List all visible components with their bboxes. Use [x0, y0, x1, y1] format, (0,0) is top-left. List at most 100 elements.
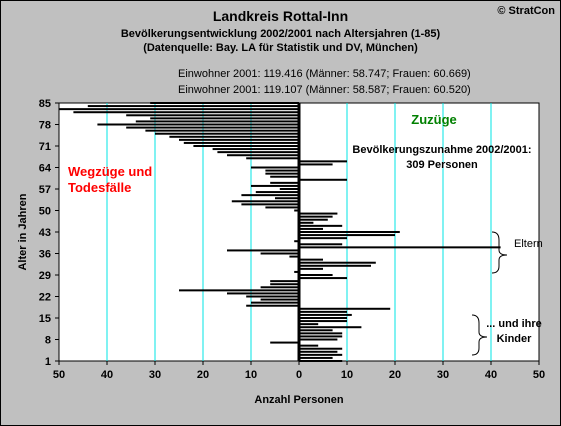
bar-age-54: [275, 197, 299, 200]
bar-age-11: [299, 329, 333, 332]
x-axis-label: Anzahl Personen: [254, 394, 344, 406]
y-axis-label: Alter in Jahren: [17, 193, 29, 270]
bar-age-52: [241, 203, 299, 206]
bar-age-39: [299, 243, 343, 246]
bar-age-12: [299, 326, 362, 329]
bar-age-53: [231, 200, 299, 203]
bar-age-1: [299, 360, 343, 362]
y-tick-label: 78: [39, 120, 51, 132]
bar-age-75: [155, 132, 299, 135]
annotation-children: ... und ihre Kinder: [486, 318, 542, 345]
y-tick-label: 8: [45, 335, 51, 347]
bar-age-8: [299, 338, 338, 341]
bar-age-47: [299, 218, 328, 221]
annIncrease-line: Bevölkerungszunahme 2002/2001:: [352, 144, 531, 156]
parents-brace: [491, 231, 508, 274]
bar-age-28: [299, 277, 347, 280]
bar-age-78: [97, 123, 300, 126]
bar-age-69: [217, 151, 299, 154]
annIncrease-line: 309 Personen: [406, 159, 478, 171]
bar-age-73: [179, 138, 299, 141]
bar-age-80: [150, 117, 299, 120]
x-tick-label: 40: [485, 369, 497, 381]
chart-subtitle: Bevölkerungsentwicklung 2002/2001 nach A…: [120, 28, 441, 40]
annotation-increase: Bevölkerungszunahme 2002/2001: 309 Person…: [352, 144, 531, 171]
bar-age-41: [299, 237, 347, 240]
y-tick-label: 1: [45, 356, 51, 368]
y-tick-label: 50: [39, 206, 51, 218]
x-tick-label: 10: [245, 369, 257, 381]
bar-age-48: [299, 215, 333, 218]
bar-age-49: [299, 212, 338, 215]
bar-age-5: [299, 347, 343, 350]
bar-age-9: [299, 335, 343, 338]
x-tick-label: 20: [197, 369, 209, 381]
y-tick-label: 36: [39, 249, 51, 261]
bar-age-18: [299, 307, 391, 310]
bar-age-22: [246, 295, 299, 298]
bar-age-26: [270, 283, 299, 286]
x-tick-label: 10: [341, 369, 353, 381]
bar-age-77: [126, 126, 299, 129]
y-tick-label: 57: [39, 184, 51, 196]
bar-age-51: [265, 206, 299, 209]
data-source: (Datenquelle: Bay. LA für Statistik und …: [143, 42, 418, 54]
bar-age-16: [299, 313, 352, 316]
x-axis-ticks: 50 40 30 20 10 0 10 20 30 40 50: [53, 361, 545, 381]
bar-age-76: [145, 129, 299, 132]
copyright-credit: © StratCon: [497, 5, 555, 17]
bar-age-64: [251, 166, 299, 169]
bar-age-20: [251, 301, 299, 304]
bar-age-31: [299, 267, 323, 270]
bar-age-35: [289, 255, 299, 258]
bar-age-82: [73, 111, 300, 114]
annChildren-line: Kinder: [497, 333, 533, 345]
bar-age-44: [299, 227, 323, 230]
y-tick-label: 15: [39, 313, 51, 325]
bar-age-55: [241, 194, 299, 197]
bar-age-81: [126, 114, 299, 117]
bar-age-17: [299, 310, 347, 313]
bar-age-4: [299, 350, 338, 353]
y-tick-label: 29: [39, 270, 51, 282]
bar-age-67: [246, 157, 299, 160]
bar-age-63: [265, 169, 299, 172]
bar-age-7: [270, 341, 299, 344]
x-tick-label: 30: [437, 369, 449, 381]
population-line-2001: Einwohner 2001: 119.416 (Männer: 58.747;…: [178, 68, 471, 80]
annLeft-line: Wegzüge und: [68, 164, 152, 179]
bar-age-15: [299, 317, 347, 319]
bar-age-6: [299, 344, 319, 347]
bar-age-61: [270, 175, 299, 178]
annotation-inflow: Zuzüge: [411, 112, 457, 127]
x-tick-label: 30: [149, 369, 161, 381]
annotation-outflow: Wegzüge und Todesfälle: [68, 164, 152, 195]
bar-age-37: [227, 249, 299, 252]
x-tick-label: 0: [296, 369, 302, 381]
bar-age-36: [260, 252, 299, 255]
bar-age-24: [179, 289, 299, 292]
bar-age-14: [299, 320, 347, 323]
bar-age-59: [270, 181, 299, 184]
bar-age-70: [212, 148, 299, 151]
bar-age-60: [299, 178, 347, 181]
bar-age-56: [255, 191, 299, 194]
annChildren-line: ... und ihre: [486, 318, 542, 330]
bar-age-58: [251, 184, 299, 187]
bar-age-62: [265, 172, 299, 175]
children-brace: [471, 314, 488, 356]
bar-age-33: [299, 261, 376, 264]
y-tick-label: 85: [39, 98, 51, 110]
population-line-2002: Einwohner 2001: 119.107 (Männer: 58.587;…: [178, 84, 471, 96]
bar-series: [59, 102, 501, 362]
bar-age-50: [294, 209, 299, 212]
x-tick-label: 50: [53, 369, 65, 381]
bar-age-25: [260, 286, 299, 289]
y-tick-label: 43: [39, 227, 51, 239]
bar-age-74: [169, 135, 299, 138]
bar-age-85: [150, 102, 299, 104]
annLeft-line: Todesfälle: [68, 180, 131, 195]
bar-age-42: [299, 234, 395, 237]
bar-age-45: [299, 224, 343, 227]
x-tick-label: 50: [533, 369, 545, 381]
